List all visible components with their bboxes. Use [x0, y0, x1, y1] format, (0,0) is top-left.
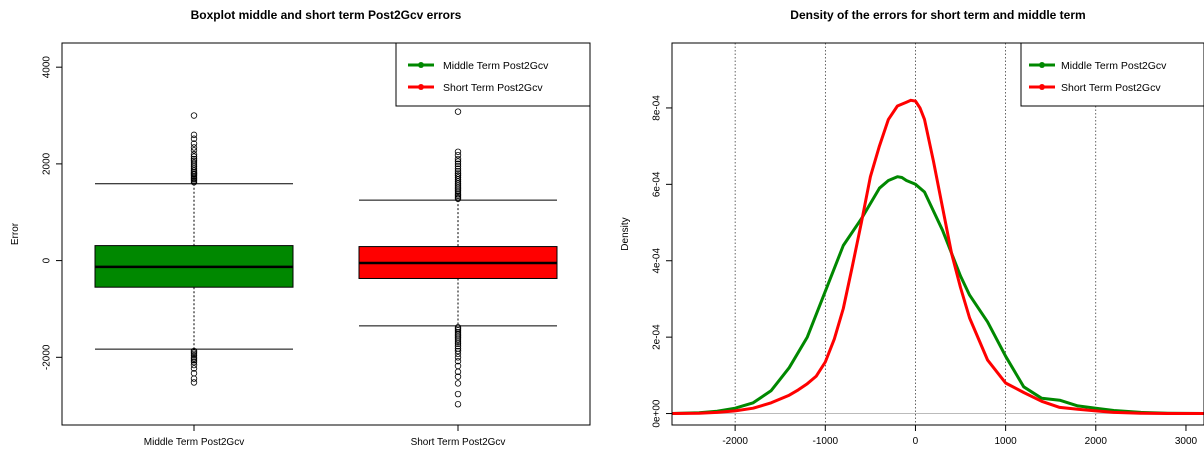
legend-label: Short Term Post2Gcv: [443, 82, 543, 94]
outlier-point: [190, 361, 198, 369]
outlier-point: [454, 336, 462, 344]
y-tick-label: -2000: [42, 344, 53, 370]
outlier-point: [454, 165, 462, 172]
legend-label: Middle Term Post2Gcv: [1061, 60, 1167, 72]
outlier-point: [454, 108, 462, 115]
y-tick-label: 4e-04: [652, 248, 663, 274]
x-tick-label: Short Term Post2Gcv: [411, 437, 506, 448]
outlier-point: [454, 347, 462, 355]
outlier-point: [454, 158, 462, 165]
outlier-point: [454, 390, 462, 398]
outlier-point: [454, 350, 462, 358]
outlier-point: [190, 147, 198, 154]
outlier-point: [454, 155, 462, 163]
outlier-point: [454, 170, 462, 177]
outlier-point: [454, 148, 462, 155]
x-tick-label: -1000: [812, 436, 838, 447]
outlier-point: [454, 151, 462, 159]
outlier-point: [190, 144, 198, 151]
outlier-point: [190, 365, 198, 372]
x-tick-label: 3000: [1175, 436, 1198, 447]
outlier-point: [454, 401, 462, 408]
outlier-point: [454, 380, 462, 387]
outlier-point: [190, 135, 198, 142]
outlier-point: [454, 338, 462, 346]
density-chart: Density of the errors for short term and…: [620, 8, 1204, 447]
outlier-point: [190, 379, 198, 386]
y-tick-label: 6e-04: [652, 171, 663, 197]
legend-label: Middle Term Post2Gcv: [443, 60, 549, 72]
outlier-point: [190, 112, 198, 119]
plot-frame: [671, 42, 1204, 426]
outlier-point: [190, 155, 198, 163]
outlier-point: [454, 160, 462, 168]
outlier-point: [454, 357, 462, 365]
outlier-point: [190, 357, 198, 364]
chart-title: Density of the errors for short term and…: [790, 8, 1085, 22]
boxplot-chart: Boxplot middle and short term Post2Gcv e…: [10, 8, 591, 448]
outlier-point: [190, 352, 198, 359]
legend-marker: [1039, 84, 1045, 90]
y-tick-label: 2000: [42, 152, 53, 175]
chart-title: Boxplot middle and short term Post2Gcv e…: [191, 8, 462, 22]
density-line: [671, 175, 1204, 415]
y-axis-label: Error: [10, 222, 21, 245]
outlier-point: [454, 368, 462, 376]
y-tick-label: 0: [42, 257, 53, 263]
outlier-point: [190, 151, 198, 158]
outlier-point: [454, 163, 462, 170]
x-tick-label: Middle Term Post2Gcv: [144, 437, 244, 448]
plot-frame: [61, 42, 591, 426]
outlier-point: [190, 131, 198, 139]
legend-marker: [1039, 62, 1045, 68]
outlier-point: [190, 375, 198, 382]
legend-label: Short Term Post2Gcv: [1061, 82, 1161, 94]
legend-box: [395, 42, 591, 107]
x-tick-label: -2000: [722, 436, 748, 447]
density-line: [671, 98, 1204, 415]
outlier-point: [190, 140, 198, 147]
outlier-point: [454, 172, 462, 179]
y-tick-label: 0e+00: [652, 399, 663, 428]
legend-marker: [418, 84, 424, 90]
x-tick-label: 1000: [995, 436, 1018, 447]
outlier-point: [454, 373, 462, 380]
outlier-point: [190, 159, 198, 167]
legend-box: [1020, 42, 1204, 107]
y-axis-label: Density: [620, 217, 631, 250]
outlier-point: [454, 354, 462, 361]
outlier-point: [454, 340, 462, 347]
x-tick-label: 2000: [1085, 436, 1108, 447]
y-tick-label: 2e-04: [652, 324, 663, 350]
outlier-point: [190, 358, 198, 366]
x-tick-label: 0: [913, 436, 919, 447]
y-tick-label: 8e-04: [652, 95, 663, 121]
outlier-point: [454, 342, 462, 350]
outlier-point: [190, 157, 198, 165]
outlier-point: [454, 167, 462, 175]
y-tick-label: 4000: [42, 56, 53, 79]
outlier-point: [190, 153, 198, 160]
outlier-point: [454, 174, 462, 181]
legend-marker: [418, 62, 424, 68]
